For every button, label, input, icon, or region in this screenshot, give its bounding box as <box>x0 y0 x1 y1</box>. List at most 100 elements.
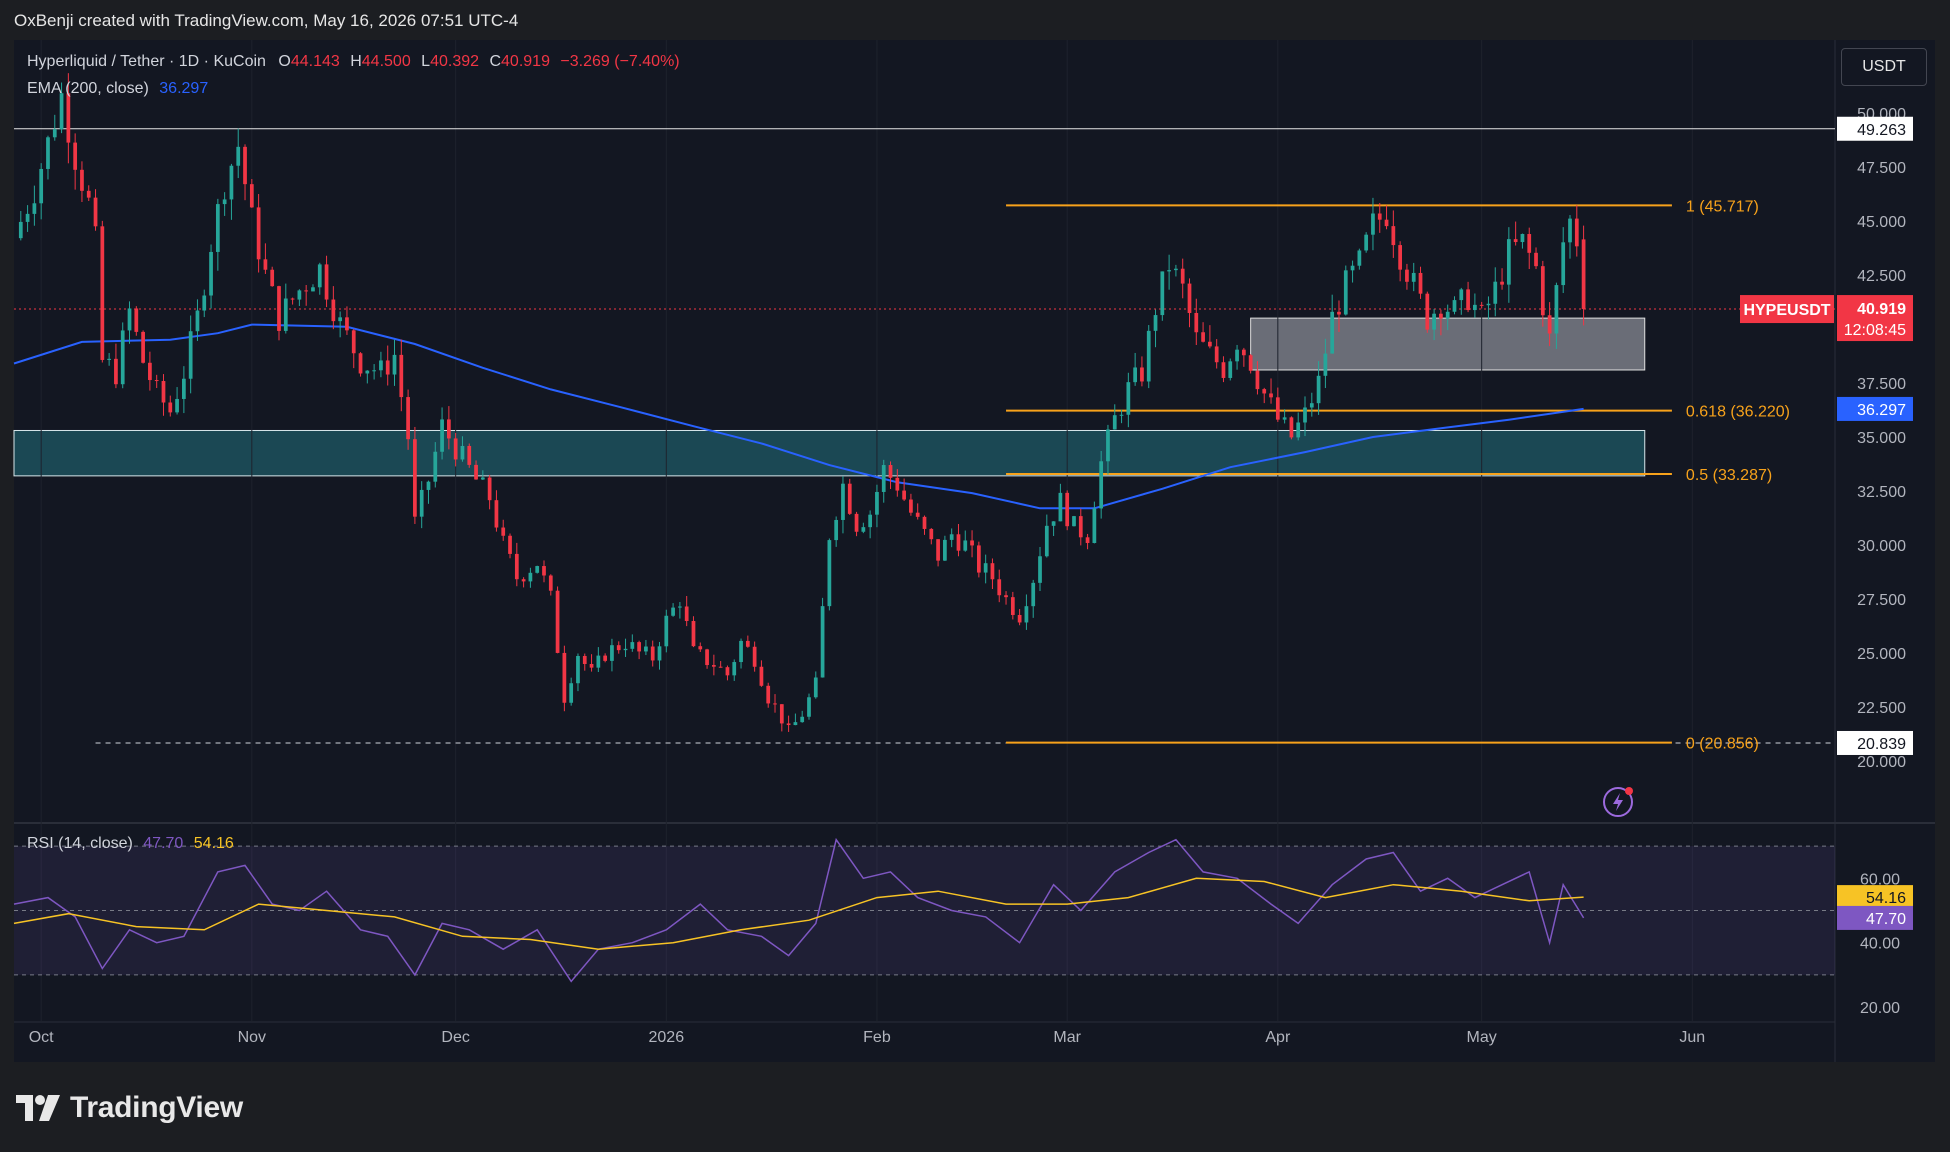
candle-body <box>1527 234 1532 253</box>
candle-body <box>807 697 811 717</box>
symbol-title: Hyperliquid / Tether · 1D · KuCoin <box>27 53 266 70</box>
time-tick-label: Oct <box>29 1029 54 1046</box>
candle-body <box>501 527 506 536</box>
candle-body <box>1330 311 1335 354</box>
candle-body <box>182 378 186 399</box>
candle-body <box>589 664 594 668</box>
candle-body <box>52 129 57 138</box>
price-tick-label: 37.500 <box>1857 376 1906 393</box>
candle-body <box>1058 492 1063 522</box>
support-zone-box[interactable] <box>13 429 1646 477</box>
candle-body <box>433 451 438 482</box>
candle-body <box>759 666 764 686</box>
candle-body <box>392 354 397 375</box>
rsi-tick-label: 40.00 <box>1860 936 1900 953</box>
candle-body <box>161 381 166 403</box>
time-tick-label: Jun <box>1679 1029 1705 1046</box>
candle-body <box>610 645 614 661</box>
candle-body <box>800 716 805 723</box>
time-tick-label: Apr <box>1265 1029 1291 1046</box>
candle-body <box>1581 239 1586 310</box>
rsi-legend[interactable]: RSI (14, close) 47.70 54.16 <box>27 835 234 853</box>
candle-body <box>440 419 444 452</box>
candle-body <box>786 723 791 726</box>
candle-body <box>1208 341 1212 347</box>
candle-body <box>1473 304 1477 311</box>
candle-body <box>1506 239 1511 285</box>
rsi-ma-line[interactable] <box>13 877 1584 950</box>
ticker-tag: HYPEUSDT <box>1743 302 1830 319</box>
price-tick-label: 25.000 <box>1857 646 1906 663</box>
candle-body <box>841 483 845 520</box>
lightning-alert-icon[interactable] <box>1603 787 1633 817</box>
candle-body <box>277 286 281 331</box>
candle-body <box>1513 239 1518 243</box>
candle-body <box>997 579 1002 596</box>
candle-body <box>915 512 920 517</box>
tradingview-logo[interactable]: TradingView <box>16 1088 243 1128</box>
rsi-ma-tag: 54.16 <box>1866 890 1906 907</box>
candle-body <box>664 615 669 647</box>
candle-body <box>215 204 220 252</box>
candle-body <box>569 683 574 703</box>
time-tick-label: 2026 <box>649 1029 685 1046</box>
symbol-legend[interactable]: Hyperliquid / Tether · 1D · KuCoin O44.1… <box>27 53 680 71</box>
candle-body <box>141 331 145 363</box>
candle-body <box>895 477 900 491</box>
candle-body <box>868 514 873 528</box>
price-tick-label: 35.000 <box>1857 430 1906 447</box>
candle-body <box>120 330 125 385</box>
candle-body <box>236 146 241 166</box>
candle-body <box>385 360 390 375</box>
candle-body <box>66 93 71 143</box>
price-tick-label: 20.000 <box>1857 754 1906 771</box>
candle-body <box>881 465 886 492</box>
candle-body <box>460 445 465 460</box>
candle-body <box>1398 245 1403 270</box>
candle-body <box>25 213 30 222</box>
candle-body <box>494 500 499 528</box>
candle-body <box>270 269 275 287</box>
rsi-line[interactable] <box>13 837 1585 983</box>
candle-body <box>1425 293 1430 330</box>
candle-body <box>188 331 193 379</box>
time-axis[interactable]: Oct Nov Dec 2026 Feb Mar Apr May Jun <box>29 1029 1705 1046</box>
candle-body <box>528 572 533 582</box>
candle-body <box>793 722 798 726</box>
rsi-band <box>14 846 1835 975</box>
candle-body <box>338 317 343 322</box>
candle-body <box>698 646 703 650</box>
candle-body <box>263 259 268 270</box>
candle-body <box>365 370 370 374</box>
candle-body <box>1241 349 1246 356</box>
time-tick-label: May <box>1467 1029 1497 1046</box>
candle-body <box>936 539 940 561</box>
candle-body <box>127 308 132 331</box>
candle-body <box>1574 218 1579 247</box>
candle-body <box>745 640 750 647</box>
change-value: −3.269 (−7.40%) <box>560 53 680 70</box>
candle-body <box>827 540 832 607</box>
candle-body <box>1031 582 1036 607</box>
candle-body <box>922 516 927 529</box>
currency-button[interactable]: USDT <box>1841 48 1927 86</box>
candle-body <box>1452 300 1457 312</box>
ema-price-tag: 36.297 <box>1857 402 1906 419</box>
candle-body <box>1255 370 1260 390</box>
candle-body <box>73 142 78 170</box>
candle-body <box>847 483 852 514</box>
candle-body <box>1350 265 1355 271</box>
credit-text: OxBenji created with TradingView.com, Ma… <box>14 11 519 30</box>
open-label: O <box>278 53 291 70</box>
ema-line[interactable] <box>13 323 1584 510</box>
rsi-tick-label: 20.00 <box>1860 1000 1900 1017</box>
candle-body <box>1432 313 1436 330</box>
candle-body <box>1547 315 1552 334</box>
ema-legend[interactable]: EMA (200, close) 36.297 <box>27 80 208 98</box>
candle-body <box>256 207 261 260</box>
candle-body <box>114 358 118 385</box>
candle-body <box>1289 417 1294 438</box>
candle-body <box>1167 270 1171 272</box>
candle-body <box>1038 556 1042 583</box>
